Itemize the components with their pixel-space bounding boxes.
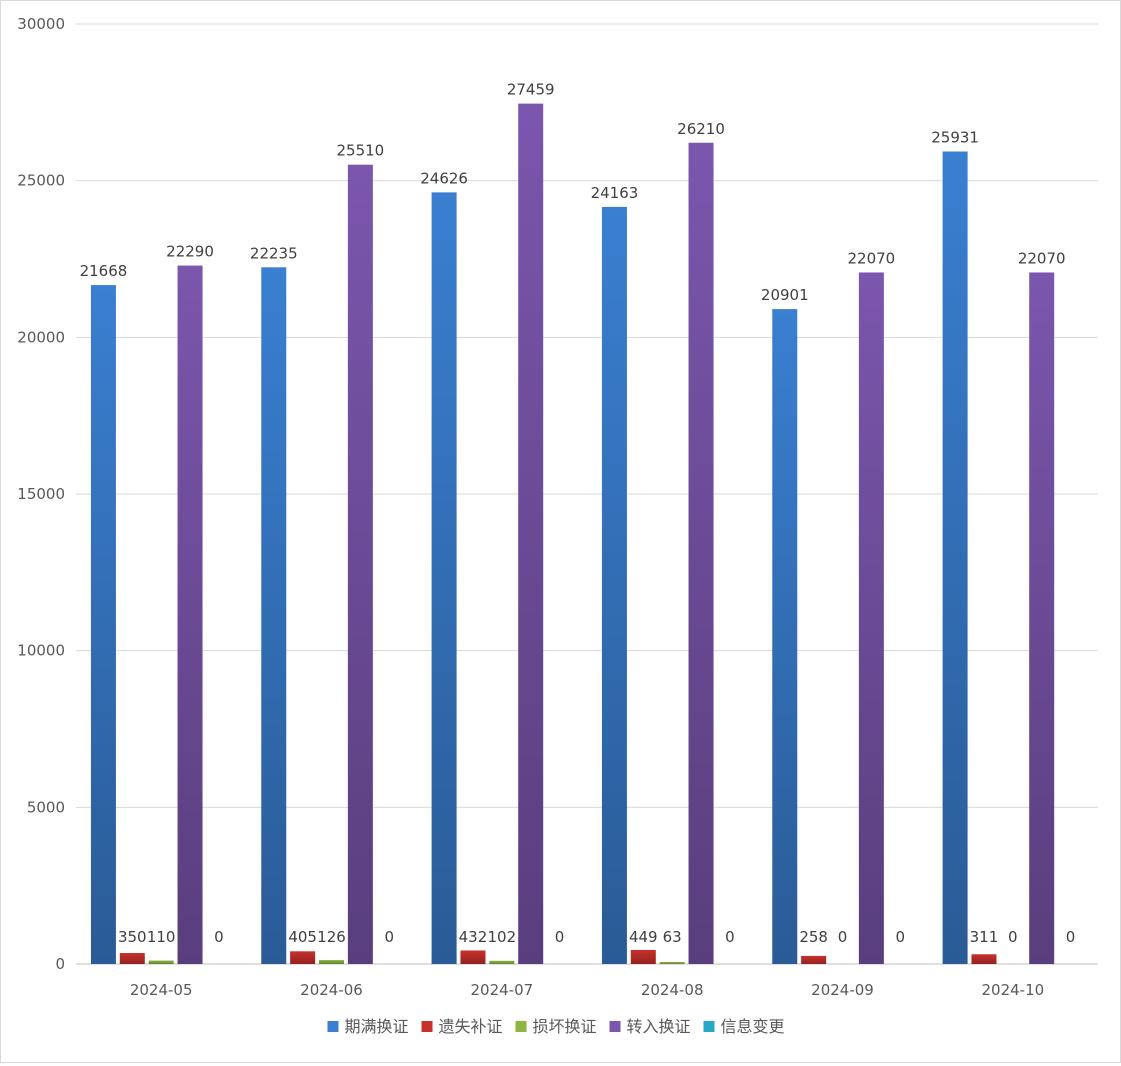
data-label: 0 bbox=[1008, 928, 1018, 946]
bars bbox=[90, 103, 1055, 965]
legend-swatch bbox=[703, 1021, 715, 1032]
bar-2024-10-1[interactable] bbox=[971, 954, 997, 964]
legend-item[interactable]: 期满换证 bbox=[327, 1017, 409, 1036]
legend-swatch bbox=[515, 1021, 527, 1032]
y-tick-label: 10000 bbox=[17, 642, 65, 660]
data-label: 405 bbox=[288, 928, 317, 946]
y-tick-label: 30000 bbox=[17, 15, 65, 33]
legend-swatch bbox=[327, 1021, 339, 1032]
bar-2024-06-1[interactable] bbox=[290, 951, 316, 964]
bar-2024-06-0[interactable] bbox=[261, 267, 287, 964]
data-label: 110 bbox=[147, 928, 176, 946]
x-tick-label: 2024-05 bbox=[130, 981, 193, 999]
data-label: 311 bbox=[970, 928, 999, 946]
legend-item[interactable]: 损坏换证 bbox=[515, 1017, 597, 1036]
data-label: 0 bbox=[214, 928, 224, 946]
y-tick-label: 5000 bbox=[27, 798, 65, 816]
legend-item[interactable]: 信息变更 bbox=[703, 1017, 785, 1036]
data-label: 22070 bbox=[848, 249, 896, 267]
y-tick-label: 20000 bbox=[17, 328, 65, 346]
data-label: 22290 bbox=[166, 243, 214, 261]
x-axis: 2024-05 2024-06 2024-07 2024-08 2024-09 2024-… bbox=[130, 981, 1044, 999]
data-label: 63 bbox=[663, 928, 682, 946]
bar-2024-07-2[interactable] bbox=[489, 960, 515, 964]
data-label: 27459 bbox=[507, 81, 555, 99]
bar-2024-08-1[interactable] bbox=[630, 949, 656, 964]
data-label: 20901 bbox=[761, 286, 809, 304]
data-label: 22070 bbox=[1018, 249, 1066, 267]
x-tick-label: 2024-06 bbox=[300, 981, 363, 999]
bar-2024-07-0[interactable] bbox=[431, 192, 457, 965]
data-label: 432 bbox=[459, 928, 488, 946]
data-label: 0 bbox=[838, 928, 848, 946]
bar-2024-05-2[interactable] bbox=[148, 960, 174, 964]
data-label: 25931 bbox=[931, 128, 979, 146]
bar-2024-09-1[interactable] bbox=[801, 955, 827, 964]
data-label: 25510 bbox=[337, 142, 385, 160]
x-tick-label: 2024-08 bbox=[641, 981, 704, 999]
data-label: 21668 bbox=[80, 262, 128, 280]
x-tick-label: 2024-09 bbox=[811, 981, 874, 999]
bar-2024-06-2[interactable] bbox=[319, 960, 344, 964]
y-tick-label: 25000 bbox=[17, 172, 65, 190]
x-tick-label: 2024-10 bbox=[981, 981, 1044, 999]
data-label: 126 bbox=[317, 928, 346, 946]
bar-2024-10-0[interactable] bbox=[942, 151, 968, 964]
data-label: 22235 bbox=[250, 244, 298, 262]
legend-swatch bbox=[421, 1021, 433, 1032]
bar-2024-05-0[interactable] bbox=[90, 285, 116, 964]
bar-2024-10-3[interactable] bbox=[1029, 272, 1055, 964]
bar-2024-06-3[interactable] bbox=[347, 164, 373, 965]
legend-label: 期满换证 bbox=[345, 1017, 409, 1036]
data-label: 350 bbox=[118, 928, 147, 946]
legend[interactable]: 期满换证 遗失补证 损坏换证 转入换证 信息变更 bbox=[327, 1017, 785, 1036]
bar-2024-09-3[interactable] bbox=[858, 272, 884, 964]
gridlines bbox=[76, 23, 1098, 965]
y-tick-label: 15000 bbox=[17, 485, 65, 503]
data-label: 0 bbox=[725, 928, 735, 946]
data-label: 26210 bbox=[677, 120, 725, 138]
data-label: 24163 bbox=[591, 184, 639, 202]
bar-2024-05-1[interactable] bbox=[119, 953, 145, 964]
bar-2024-07-1[interactable] bbox=[460, 950, 486, 964]
data-label: 102 bbox=[488, 928, 517, 946]
bar-2024-05-3[interactable] bbox=[177, 265, 203, 965]
y-axis: 0 5000 10000 15000 20000 25000 30000 bbox=[17, 15, 65, 973]
legend-item[interactable]: 转入换证 bbox=[609, 1017, 691, 1036]
legend-label: 信息变更 bbox=[721, 1017, 785, 1036]
legend-label: 遗失补证 bbox=[439, 1017, 503, 1036]
data-label: 0 bbox=[895, 928, 905, 946]
data-label: 24626 bbox=[420, 169, 468, 187]
data-labels: 21668 350 110 22290 0 22235 405 126 25510 0 24626 4… bbox=[80, 81, 1076, 946]
bar-2024-08-3[interactable] bbox=[688, 142, 714, 965]
bar-2024-07-3[interactable] bbox=[518, 103, 544, 965]
bar-2024-09-0[interactable] bbox=[772, 309, 798, 964]
data-label: 0 bbox=[555, 928, 565, 946]
data-label: 0 bbox=[384, 928, 394, 946]
data-label: 258 bbox=[799, 928, 828, 946]
y-tick-label: 0 bbox=[55, 955, 65, 973]
bar-2024-08-2[interactable] bbox=[659, 962, 685, 964]
legend-label: 损坏换证 bbox=[533, 1017, 597, 1036]
legend-item[interactable]: 遗失补证 bbox=[421, 1017, 503, 1036]
data-label: 449 bbox=[629, 928, 658, 946]
legend-label: 转入换证 bbox=[627, 1017, 691, 1036]
x-tick-label: 2024-07 bbox=[470, 981, 533, 999]
bar-2024-08-0[interactable] bbox=[601, 206, 627, 964]
data-label: 0 bbox=[1066, 928, 1076, 946]
legend-swatch bbox=[609, 1021, 621, 1032]
